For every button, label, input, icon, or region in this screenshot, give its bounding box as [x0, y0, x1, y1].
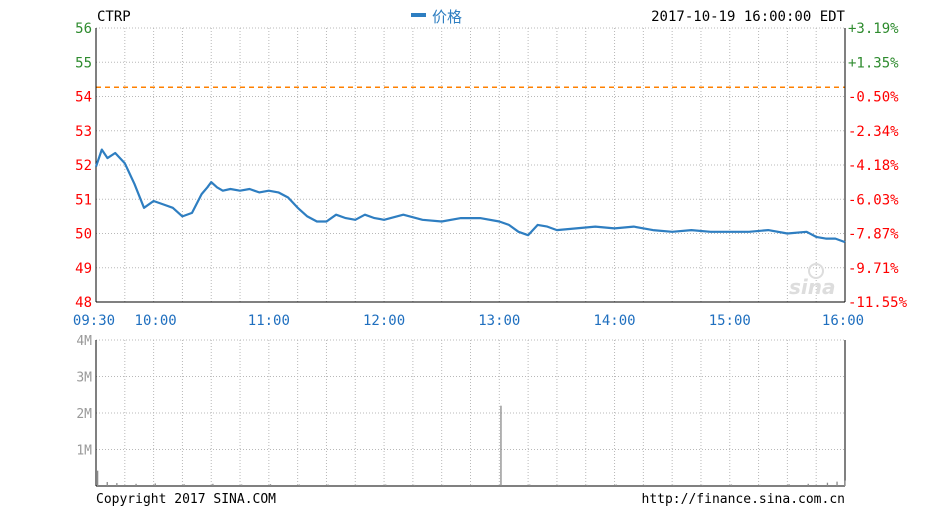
price-tick-label: 52 — [75, 158, 92, 174]
volume-bar — [241, 484, 243, 486]
percent-tick-label: +1.35% — [848, 55, 899, 71]
volume-bar — [116, 483, 118, 486]
volume-bar — [471, 484, 473, 486]
sina-eye-icon — [808, 263, 824, 279]
percent-tick-label: -2.34% — [848, 124, 899, 140]
price-tick-label: 51 — [75, 192, 92, 208]
sina-watermark: sina — [789, 263, 836, 299]
time-tick-label: 16:00 — [822, 313, 864, 329]
price-series-line — [94, 148, 846, 244]
ticker-symbol: CTRP — [97, 9, 131, 25]
price-left-axis: 56 55 54 53 52 51 50 49 48 — [75, 21, 92, 311]
price-tick-label: 54 — [75, 90, 92, 106]
volume-bar — [844, 480, 846, 486]
volume-bar — [154, 483, 156, 486]
price-grid — [96, 27, 845, 303]
sina-watermark-text: sina — [789, 275, 836, 299]
volume-bar — [615, 484, 617, 486]
volume-bar — [97, 470, 99, 486]
volume-bar — [135, 483, 137, 486]
legend: 价格 — [411, 8, 462, 26]
volume-bar — [644, 484, 646, 486]
volume-bar — [298, 484, 300, 486]
volume-tick-label: 1M — [76, 444, 92, 459]
volume-bars — [97, 405, 846, 486]
volume-bar — [183, 484, 185, 486]
volume-bar — [385, 484, 387, 486]
legend-swatch — [411, 13, 426, 17]
volume-bar — [807, 483, 809, 486]
volume-bar — [836, 481, 838, 486]
volume-bar — [826, 482, 829, 486]
volume-bar — [442, 484, 444, 486]
price-tick-label: 48 — [75, 295, 92, 311]
percent-tick-label: -6.03% — [848, 192, 899, 208]
time-axis: 09:30 10:00 11:00 12:00 13:00 14:00 15:00 16:00 — [73, 313, 864, 329]
volume-bar — [788, 484, 790, 486]
price-tick-label: 55 — [75, 55, 92, 71]
volume-bar — [730, 484, 733, 486]
price-right-axis: +3.19% +1.35% -0.50% -2.34% -4.18% -6.03% -7.8… — [848, 21, 908, 311]
percent-tick-label: -11.55% — [848, 295, 908, 311]
time-tick-label: 11:00 — [248, 313, 290, 329]
volume-grid — [96, 339, 845, 486]
price-tick-label: 56 — [75, 21, 92, 37]
volume-bar — [413, 484, 416, 486]
volume-bar — [557, 484, 560, 486]
volume-bar — [500, 405, 502, 486]
volume-bar — [269, 484, 272, 486]
price-tick-label: 49 — [75, 261, 92, 277]
volume-bar — [759, 484, 761, 486]
time-tick-label: 09:30 — [73, 313, 115, 329]
volume-tick-label: 3M — [76, 371, 92, 386]
volume-bar — [701, 484, 704, 486]
time-tick-label: 13:00 — [478, 313, 520, 329]
volume-bar — [673, 484, 675, 486]
legend-label: 价格 — [432, 8, 462, 26]
percent-tick-label: -0.50% — [848, 90, 899, 106]
price-tick-label: 53 — [75, 124, 92, 140]
percent-tick-label: -7.87% — [848, 227, 899, 243]
volume-bar — [529, 484, 531, 486]
percent-tick-label: -9.71% — [848, 261, 899, 277]
copyright-text: Copyright 2017 SINA.COM — [96, 492, 276, 507]
volume-bar — [327, 484, 329, 486]
volume-bar — [586, 484, 589, 486]
price-tick-label: 50 — [75, 227, 92, 243]
volume-bar — [356, 484, 358, 486]
volume-bar — [106, 481, 108, 486]
percent-tick-label: -4.18% — [848, 158, 899, 174]
time-tick-label: 15:00 — [709, 313, 751, 329]
volume-axis: 4M 3M 2M 1M — [76, 334, 92, 459]
time-tick-label: 14:00 — [593, 313, 635, 329]
volume-panel-frame — [95, 340, 846, 487]
volume-tick-label: 4M — [76, 334, 92, 349]
volume-tick-label: 2M — [76, 407, 92, 422]
volume-bar — [212, 483, 214, 486]
time-tick-label: 12:00 — [363, 313, 405, 329]
source-url: http://finance.sina.com.cn — [642, 492, 846, 507]
percent-tick-label: +3.19% — [848, 21, 899, 37]
timestamp: 2017-10-19 16:00:00 EDT — [651, 9, 845, 25]
time-tick-label: 10:00 — [135, 313, 177, 329]
